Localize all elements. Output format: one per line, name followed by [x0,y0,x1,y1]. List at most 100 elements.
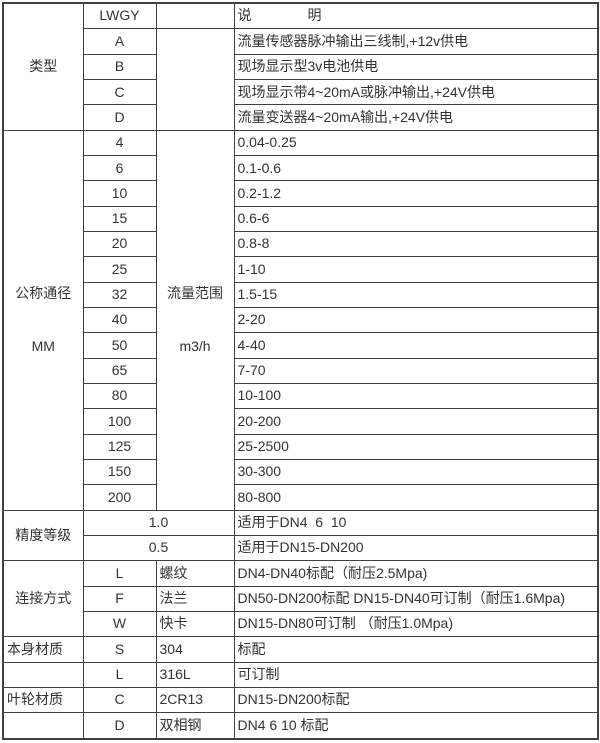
code-cell: C [82,79,157,106]
mid-name-cell: 快卡 [155,610,235,638]
code-cell: 4 [82,129,157,157]
group-label-diameter-line2: MM [31,337,55,354]
table-row: D 双相钢 DN4 6 10 标配 [2,712,599,740]
code-cell: 6 [82,155,157,182]
code-cell: W [82,610,157,638]
code-cell: 80 [82,383,157,410]
desc-cell: DN15-DN200标配 [233,686,599,714]
desc-cell: 2-20 [233,307,599,334]
mid-name-cell: 316L [155,661,235,688]
table-row: 公称通径 MM 4 流量范围 m3/h 0.04-0.25 [2,129,599,511]
table-row: 65 7-70 [3,357,599,385]
table-row: 连接方式 L 螺纹 DN4-DN40标配（耐压2.5Mpa) [2,560,599,638]
desc-cell: 0.04-0.25 [233,129,599,157]
code-cell: L [82,560,157,587]
table-row: 200 80-800 [3,484,599,511]
table-row: 25 1-10 [3,256,599,283]
code-cell: 65 [82,357,157,385]
table-row: C 现场显示带4~20mA或脉冲输出,+24V供电 [3,79,599,106]
table-row: 80 10-100 [3,383,599,410]
table-row: D 流量变送器4~20mA输出,+24V供电 [3,104,599,131]
table-row: F 法兰 DN50-DN200标配 DN15-DN40可订制（耐压1.6Mpa) [3,585,599,613]
group-label-empty [2,661,84,688]
table-row: 叶轮材质 C 2CR13 DN15-DN200标配 [2,686,599,714]
table-row: 精度等级 1.0 适用于DN4 6 10 [2,509,599,562]
desc-cell: 现场显示型3v电池供电 [233,53,599,81]
group-label-accuracy: 精度等级 [2,509,84,562]
desc-cell: 标配 [233,636,599,663]
table-row: 125 25-2500 [3,433,599,461]
table-row: 100 20-200 [3,408,599,435]
table-row: 40 2-20 [3,307,599,334]
code-cell: 15 [82,205,157,233]
code-cell: D [82,104,157,131]
code-cell: S [82,636,157,663]
table-row: 本身材质 S 304 标配 [2,636,599,663]
mid-name-cell: 2CR13 [155,686,235,714]
mid-label-flow-range: 流量范围 m3/h [155,129,235,511]
group-label-diameter-line1: 公称通径 [15,285,72,302]
group-label-empty [2,712,84,740]
code-cell: 100 [82,408,157,435]
code-cell: 200 [82,484,157,511]
desc-cell: 可订制 [233,661,599,688]
table-row: 150 30-300 [3,459,599,486]
desc-header-cell: 说 明 [233,2,599,30]
accuracy-value-cell: 1.0 [82,509,235,537]
mid-name-cell: 304 [155,636,235,663]
table-row: 15 0.6-6 [3,205,599,233]
table-row: 6 0.1-0.6 [3,155,599,182]
desc-cell: 流量变送器4~20mA输出,+24V供电 [233,104,599,131]
group-label-type: 类型 [2,2,84,131]
table-row: A 流量传感器脉冲输出三线制,+12v供电 [3,28,599,131]
mid-name-cell: 螺纹 [155,560,235,587]
group-label-body-material: 本身材质 [2,636,84,663]
code-cell-lwgy: LWGY [82,2,157,30]
desc-cell: DN4 6 10 标配 [233,712,599,740]
mid-name-cell: 法兰 [155,585,235,613]
table-row: 20 0.8-8 [3,231,599,258]
code-cell: A [82,28,157,55]
group-label-connection: 连接方式 [2,560,84,638]
code-cell: F [82,585,157,613]
desc-cell: 0.8-8 [233,231,599,258]
table-row: L 316L 可订制 [2,661,599,688]
desc-cell: 0.6-6 [233,205,599,233]
group-label-diameter: 公称通径 MM [2,129,84,511]
table-row: B 现场显示型3v电池供电 [3,53,599,81]
code-cell: 25 [82,256,157,283]
desc-cell: 流量传感器脉冲输出三线制,+12v供电 [233,28,599,55]
code-cell: D [82,712,157,740]
desc-cell: DN4-DN40标配（耐压2.5Mpa) [233,560,599,587]
table-row: W 快卡 DN15-DN80可订制 （耐压1.0Mpa) [3,610,599,638]
code-cell: L [82,661,157,688]
desc-cell: 7-70 [233,357,599,385]
code-cell: C [82,686,157,714]
desc-cell: 25-2500 [233,433,599,461]
desc-cell: DN15-DN80可订制 （耐压1.0Mpa) [233,610,599,638]
mid-name-cell: 双相钢 [155,712,235,740]
code-cell: 50 [82,332,157,359]
table-row: 50 4-40 [3,332,599,359]
mid-label-flow-range-line1: 流量范围 [167,285,223,302]
code-cell: 32 [82,281,157,309]
code-cell: 125 [82,433,157,461]
code-cell: 20 [82,231,157,258]
desc-cell: 30-300 [233,459,599,486]
code-cell: 40 [82,307,157,334]
desc-cell: 1-10 [233,256,599,283]
desc-cell: 1.5-15 [233,281,599,309]
desc-cell: DN50-DN200标配 DN15-DN40可订制（耐压1.6Mpa) [233,585,599,613]
desc-cell: 80-800 [233,484,599,511]
desc-cell: 4-40 [233,332,599,359]
table-row: 0.5 适用于DN15-DN200 [3,535,599,562]
desc-cell: 0.1-0.6 [233,155,599,182]
desc-cell: 20-200 [233,408,599,435]
desc-cell: 适用于DN15-DN200 [233,535,599,562]
code-cell: B [82,53,157,81]
table-row: 类型 LWGY 说 明 [2,2,599,131]
desc-cell: 0.2-1.2 [233,180,599,207]
table-row: 10 0.2-1.2 [3,180,599,207]
desc-cell: 10-100 [233,383,599,410]
